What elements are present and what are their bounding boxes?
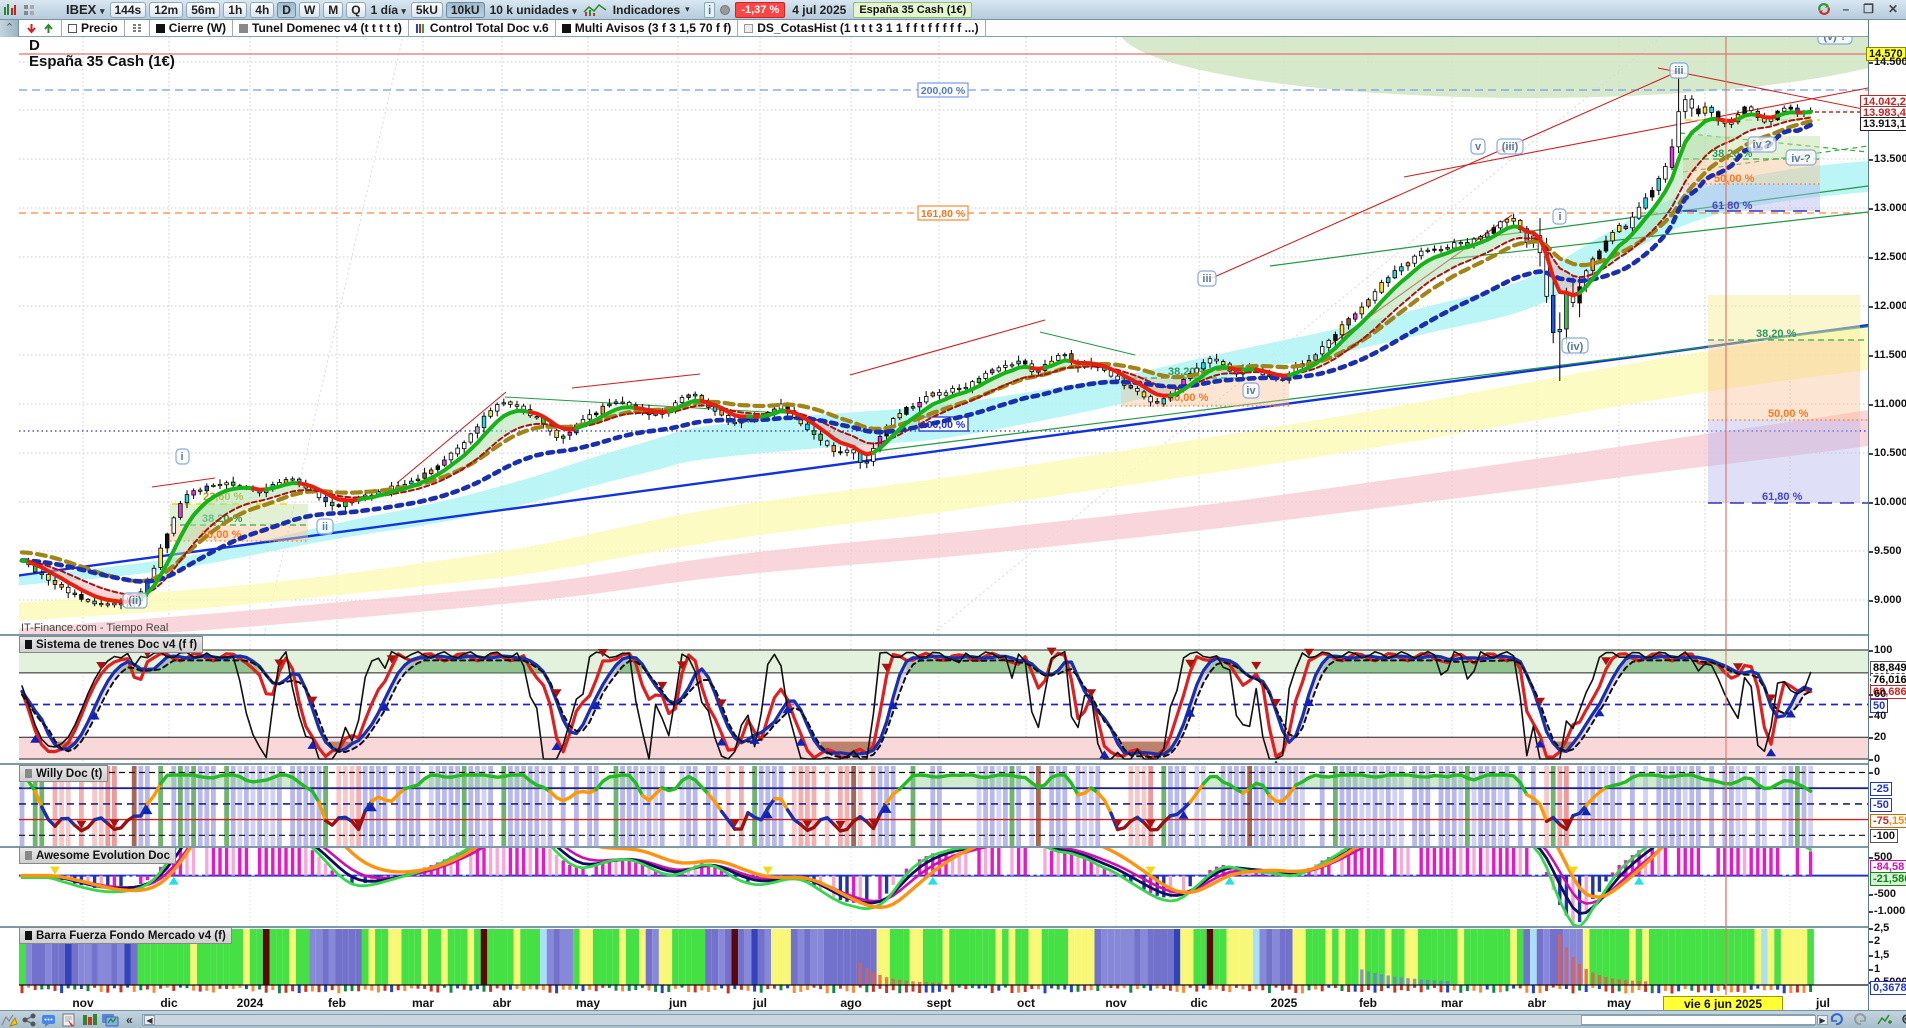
svg-text:v: v	[1475, 141, 1482, 153]
svg-text:iii: iii	[1202, 273, 1211, 285]
svg-text:50,00 %: 50,00 %	[1768, 408, 1809, 420]
svg-text:50,00 %: 50,00 %	[1714, 173, 1755, 185]
svg-text:iii: iii	[1674, 65, 1683, 77]
svg-text:61,80 %: 61,80 %	[1762, 491, 1803, 503]
svg-text:i: i	[180, 451, 183, 463]
svg-text:(iv): (iv)	[1567, 341, 1584, 353]
svg-text:38,20 %: 38,20 %	[1756, 328, 1797, 340]
svg-text:61,80 %: 61,80 %	[1712, 200, 1753, 212]
svg-text:i: i	[1558, 211, 1561, 223]
svg-text:(ii): (ii)	[128, 595, 142, 607]
svg-text:iv: iv	[1246, 385, 1256, 397]
svg-text:iv-?: iv-?	[1791, 153, 1811, 165]
svg-text:iv ?: iv ?	[1753, 139, 1772, 151]
svg-text:200,00 %: 200,00 %	[921, 85, 966, 97]
svg-text:D: D	[29, 37, 40, 54]
svg-text:IT-Finance.com - Tiempo Real: IT-Finance.com - Tiempo Real	[21, 622, 168, 634]
svg-text:161,80 %: 161,80 %	[921, 208, 966, 220]
svg-text:(iii): (iii)	[1502, 141, 1519, 153]
svg-text:ii: ii	[322, 521, 328, 533]
svg-text:(v) ?: (v) ?	[1823, 37, 1847, 43]
svg-text:España 35 Cash (1€): España 35 Cash (1€)	[29, 53, 175, 70]
